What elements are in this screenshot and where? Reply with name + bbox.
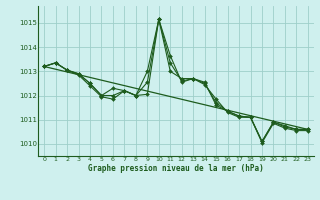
X-axis label: Graphe pression niveau de la mer (hPa): Graphe pression niveau de la mer (hPa) [88,164,264,173]
